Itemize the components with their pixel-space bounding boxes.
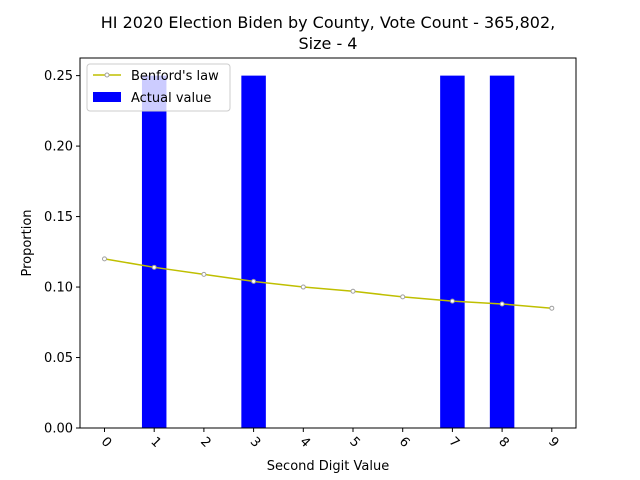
x-axis: 0 1 2 3 4 5 6 7 8 9 — [98, 428, 562, 451]
bar-digit-7 — [440, 75, 465, 428]
y-tick-label: 0.15 — [44, 210, 73, 225]
benford-point-2 — [201, 271, 207, 277]
x-tick-label: 9 — [545, 434, 561, 450]
y-tick-label: 0.00 — [44, 422, 73, 437]
legend-box — [86, 63, 231, 112]
bar-digit-8 — [489, 75, 515, 428]
bar-digit-3 — [241, 75, 266, 428]
x-tick-label: 8 — [495, 434, 511, 450]
y-tick-label: 0.20 — [44, 140, 73, 155]
benford-point-9 — [549, 305, 555, 311]
benford-line — [104, 258, 552, 309]
x-tick-label: 4 — [297, 434, 313, 450]
y-tick-label: 0.25 — [44, 69, 73, 84]
benford-point-6 — [400, 294, 406, 300]
plot-frame — [79, 57, 577, 429]
y-axis-label: Proportion — [20, 209, 35, 276]
x-tick-label: 3 — [247, 434, 263, 450]
benford-point-1 — [151, 264, 157, 270]
y-tick-label: 0.05 — [44, 351, 73, 366]
benford-point-7 — [449, 298, 455, 304]
legend-bar-swatch — [93, 92, 121, 102]
y-axis: 0.00 0.05 0.10 0.15 0.20 0.25 — [44, 69, 80, 437]
benford-point-0 — [102, 256, 107, 262]
legend-line-marker — [104, 72, 110, 78]
x-tick-label: 1 — [147, 434, 163, 450]
bar-digit-1 — [141, 75, 167, 428]
benford-line-group — [102, 256, 555, 311]
x-tick-label: 7 — [446, 434, 462, 450]
chart-title-line2: Size - 4 — [299, 34, 358, 53]
x-axis-label: Second Digit Value — [267, 459, 389, 474]
y-tick-label: 0.10 — [44, 281, 73, 296]
legend-label-benford: Benford's law — [131, 69, 219, 84]
x-tick-label: 6 — [396, 434, 412, 450]
benford-point-5 — [350, 288, 356, 294]
x-tick-label: 2 — [197, 434, 213, 450]
benford-point-3 — [251, 278, 257, 284]
x-tick-label: 5 — [346, 434, 362, 450]
benford-point-8 — [499, 301, 505, 307]
legend-label-actual: Actual value — [131, 91, 211, 106]
benford-point-4 — [300, 284, 306, 290]
chart-title-line1: HI 2020 Election Biden by County, Vote C… — [101, 13, 556, 32]
legend: Benford's law Actual value — [86, 63, 231, 112]
bars-group — [141, 75, 515, 428]
x-tick-label: 0 — [98, 434, 114, 450]
